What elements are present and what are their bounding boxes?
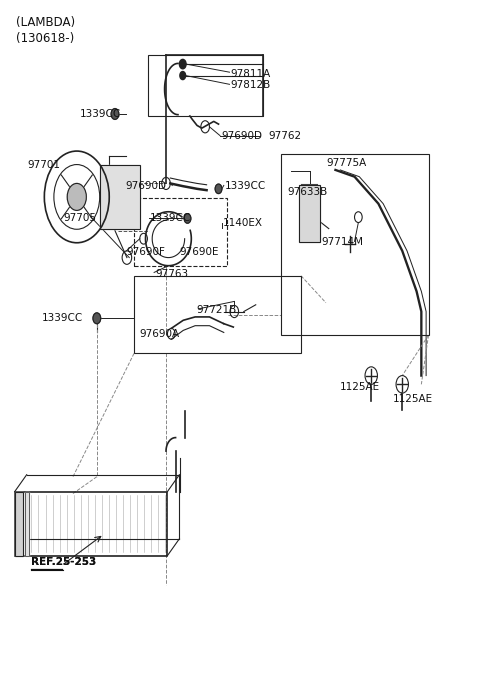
Text: (LAMBDA): (LAMBDA)	[16, 16, 75, 29]
Text: 1339CC: 1339CC	[149, 213, 191, 223]
Text: 97812B: 97812B	[230, 80, 271, 90]
Text: (130618-): (130618-)	[16, 32, 74, 45]
Text: 97811A: 97811A	[230, 68, 271, 79]
Circle shape	[184, 214, 191, 223]
Bar	[15, 492, 24, 556]
Bar	[281, 154, 429, 335]
Bar	[134, 276, 301, 353]
Text: 97690D: 97690D	[221, 131, 262, 141]
Circle shape	[67, 183, 86, 211]
Bar	[15, 492, 168, 556]
Circle shape	[93, 313, 101, 324]
Text: 97690E: 97690E	[179, 247, 218, 257]
Text: 97701: 97701	[28, 160, 60, 170]
Text: 97690D: 97690D	[125, 181, 167, 191]
Text: 1125AE: 1125AE	[340, 382, 380, 392]
Bar	[100, 165, 140, 230]
Text: 1125AE: 1125AE	[393, 394, 433, 404]
Text: 97714M: 97714M	[321, 237, 363, 247]
Text: 1339CC: 1339CC	[225, 181, 266, 191]
Bar	[25, 492, 29, 556]
Text: 1339CC: 1339CC	[42, 313, 83, 324]
Text: 97775A: 97775A	[326, 158, 366, 168]
Text: 97763: 97763	[155, 269, 188, 279]
Text: 97705: 97705	[63, 213, 96, 223]
Circle shape	[111, 108, 119, 119]
Text: 97762: 97762	[269, 131, 302, 141]
Text: 97690F: 97690F	[126, 247, 165, 257]
Text: 1339CC: 1339CC	[80, 109, 121, 119]
Bar	[100, 165, 140, 230]
Text: 97633B: 97633B	[288, 187, 328, 196]
Circle shape	[215, 184, 222, 194]
Bar	[299, 185, 320, 242]
Bar	[25, 492, 29, 556]
Text: REF.25-253: REF.25-253	[31, 557, 89, 567]
Bar	[299, 185, 320, 242]
Circle shape	[180, 72, 186, 80]
Bar	[134, 198, 227, 265]
Text: 97721B: 97721B	[196, 305, 236, 315]
Text: REF.25-253: REF.25-253	[31, 557, 96, 567]
Text: 1140EX: 1140EX	[223, 218, 263, 228]
Text: 97690A: 97690A	[140, 329, 180, 338]
Bar	[15, 492, 24, 556]
Text: REF.25-253: REF.25-253	[31, 557, 96, 567]
Circle shape	[180, 60, 186, 69]
Bar	[148, 56, 263, 116]
